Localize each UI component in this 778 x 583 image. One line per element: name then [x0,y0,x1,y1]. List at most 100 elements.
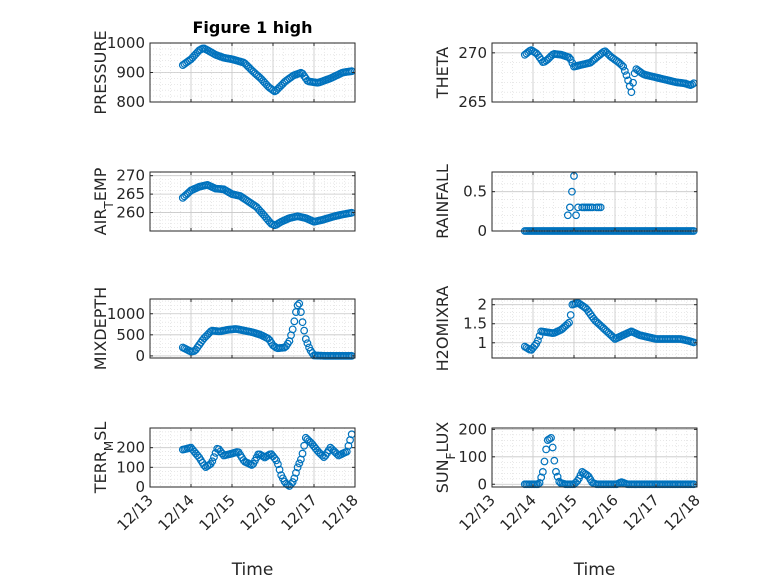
data-series [178,430,356,490]
y-tick-label: 0 [477,222,487,240]
y-tick-label: 1 [477,334,487,352]
data-point [568,187,576,196]
axes-box [491,427,698,488]
data-point [548,443,557,452]
data-series [178,299,356,360]
data-point [293,301,302,310]
x-tick-label: 12/15 [538,491,581,534]
data-point [563,320,572,329]
axes-box [149,427,356,488]
data-point [292,468,300,477]
data-series [520,433,698,489]
axes-box [149,298,356,359]
axes-box [149,171,356,232]
x-tick-label: 12/18 [661,491,704,534]
axes-box [491,42,698,103]
x-tick-label: 12/15 [196,491,239,534]
y-tick-label: 0 [135,347,145,365]
data-point [298,318,307,327]
subplot-6: 11.52 H2OMIXRA [433,286,698,372]
data-point [210,453,218,462]
y-axis-label: TERRMSL [91,422,116,495]
x-tick-label: 12/13 [456,491,499,534]
x-tick-label: 12/14 [497,491,540,534]
y-tick-label: 1000 [107,34,145,52]
data-series [520,46,698,97]
data-point [565,53,573,62]
y-tick-label: 270 [458,44,487,62]
y-tick-label: 100 [458,448,487,466]
y-axis-label: THETA [433,47,452,99]
data-point [629,78,637,87]
y-tick-label: 1000 [107,305,145,323]
data-point [300,326,309,335]
subplot-7: 0 100200TERRMSL12/1312/1412/1512/1612/171… [91,422,362,580]
y-axis-label: MIXDEPTH [91,287,110,370]
data-point [535,478,544,487]
data-point [534,480,542,489]
data-point [295,459,304,468]
x-tick-label: 12/16 [579,491,622,534]
data-point [620,67,629,75]
data-point [293,463,302,472]
chart-title: Figure 1 high [193,18,313,37]
y-axis-label: H2OMIXRA [433,286,452,372]
data-point [303,339,312,348]
data-point [563,211,572,220]
y-tick-label: 270 [116,167,145,185]
data-point [566,311,575,319]
y-tick-label: 500 [116,326,145,344]
x-tick-label: 12/17 [620,491,663,534]
data-point [688,80,696,89]
data-point [622,71,631,80]
y-axis-label: SUNFLUX [433,422,458,494]
x-tick-label: 12/14 [155,491,198,534]
y-tick-label: 800 [116,93,145,111]
data-point [208,457,217,466]
x-tick-label: 12/17 [278,491,321,534]
x-tick-label: 12/16 [237,491,280,534]
data-point [288,325,297,334]
data-series [178,44,356,96]
y-tick-label: 100 [116,458,145,476]
data-point [566,55,575,64]
y-axis-label: RAINFALL [433,164,452,239]
data-point [596,203,605,212]
y-tick-label: 1.5 [463,315,487,333]
data-point [538,468,547,476]
data-point [274,460,282,469]
y-axis-label: AIRTEMP [91,167,116,235]
data-point [300,441,309,450]
y-tick-label: 200 [458,420,487,438]
data-point [288,478,297,486]
y-axis-label: PRESSURE [91,30,110,114]
x-tick-label: 12/18 [319,491,362,534]
x-axis-label: Time [231,560,274,580]
data-series [178,181,356,230]
data-point [566,203,574,212]
y-tick-label: 900 [116,64,145,82]
data-point [553,472,562,481]
plot-area [492,172,697,231]
data-point [270,454,279,463]
data-point [540,457,549,466]
data-point [301,335,310,343]
data-point [298,449,307,458]
subplot-4: 0 0.5 RAINFALL [433,164,698,240]
data-point [296,308,305,316]
data-point [537,473,546,482]
x-axis-label: Time [573,560,616,580]
data-point [290,317,299,326]
y-tick-label: 200 [116,439,145,457]
data-series [520,299,698,354]
subplot-8: 0 100 200SUNFLUX12/1312/1412/1512/1612/171… [433,420,704,580]
y-tick-label: 0 [477,475,487,493]
data-point [272,456,281,465]
data-point [269,86,277,95]
y-tick-label: 0.5 [463,183,487,201]
